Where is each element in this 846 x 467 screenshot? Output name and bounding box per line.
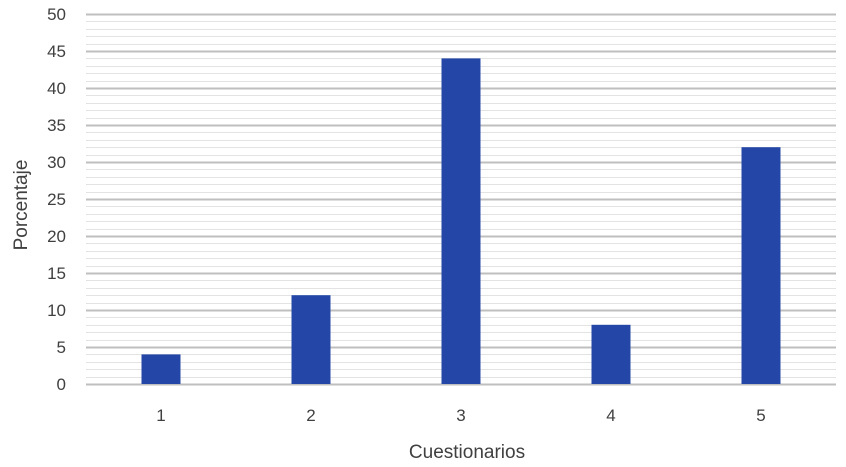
x-tick-label: 4 xyxy=(606,406,615,425)
y-tick-label: 30 xyxy=(47,153,66,172)
x-tick-label: 5 xyxy=(756,406,765,425)
y-axis-tick-labels: 0 5 10 15 20 25 30 35 40 45 50 xyxy=(47,5,66,394)
x-axis-title: Cuestionarios xyxy=(409,442,525,463)
bar-1 xyxy=(141,354,181,384)
y-tick-label: 5 xyxy=(57,338,66,357)
y-tick-label: 10 xyxy=(47,301,66,320)
bar-4 xyxy=(591,324,631,384)
y-tick-label: 25 xyxy=(47,190,66,209)
y-tick-label: 20 xyxy=(47,227,66,246)
bar-2 xyxy=(291,295,331,384)
bar-3 xyxy=(441,58,481,385)
x-tick-label: 2 xyxy=(306,406,315,425)
bars xyxy=(141,58,781,385)
x-tick-label: 3 xyxy=(456,406,465,425)
y-tick-label: 45 xyxy=(47,42,66,61)
y-axis-title: Porcentaje xyxy=(11,160,32,251)
x-tick-label: 1 xyxy=(156,406,165,425)
y-tick-label: 50 xyxy=(47,5,66,24)
y-tick-label: 40 xyxy=(47,79,66,98)
x-axis-tick-labels: 1 2 3 4 5 xyxy=(156,406,765,425)
y-tick-label: 0 xyxy=(57,375,66,394)
y-tick-label: 15 xyxy=(47,264,66,283)
y-tick-label: 35 xyxy=(47,116,66,135)
bar-5 xyxy=(741,147,781,384)
